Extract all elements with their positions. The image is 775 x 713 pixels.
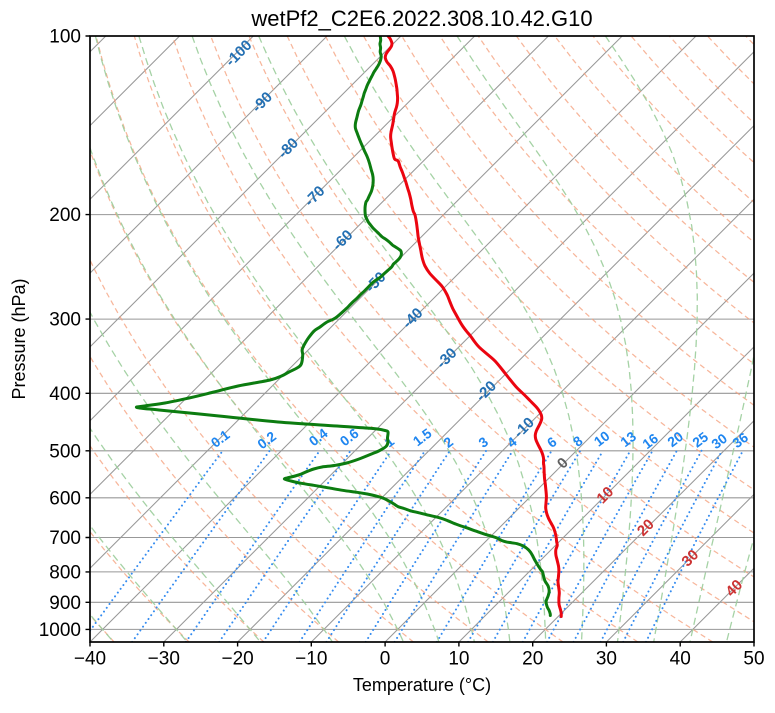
svg-text:40: 40 [670,649,691,670]
svg-text:700: 700 [49,528,81,549]
svg-text:30: 30 [596,649,617,670]
svg-text:Temperature (°C): Temperature (°C) [353,675,491,695]
svg-text:20: 20 [522,649,543,670]
svg-text:0: 0 [380,649,391,670]
svg-text:50: 50 [743,649,764,670]
svg-text:−20: −20 [221,649,253,670]
svg-text:400: 400 [49,384,81,405]
svg-text:Pressure (hPa): Pressure (hPa) [9,278,29,399]
svg-text:600: 600 [49,488,81,509]
svg-text:−40: −40 [74,649,106,670]
svg-text:−30: −30 [148,649,180,670]
svg-text:500: 500 [49,441,81,462]
svg-text:10: 10 [448,649,469,670]
svg-text:100: 100 [49,27,81,48]
svg-text:wetPf2_C2E6.2022.308.10.42.G10: wetPf2_C2E6.2022.308.10.42.G10 [250,6,592,31]
svg-text:−10: −10 [295,649,327,670]
svg-text:1000: 1000 [39,620,81,641]
svg-text:300: 300 [49,310,81,331]
svg-text:900: 900 [49,593,81,614]
svg-text:200: 200 [49,205,81,226]
svg-text:800: 800 [49,563,81,584]
